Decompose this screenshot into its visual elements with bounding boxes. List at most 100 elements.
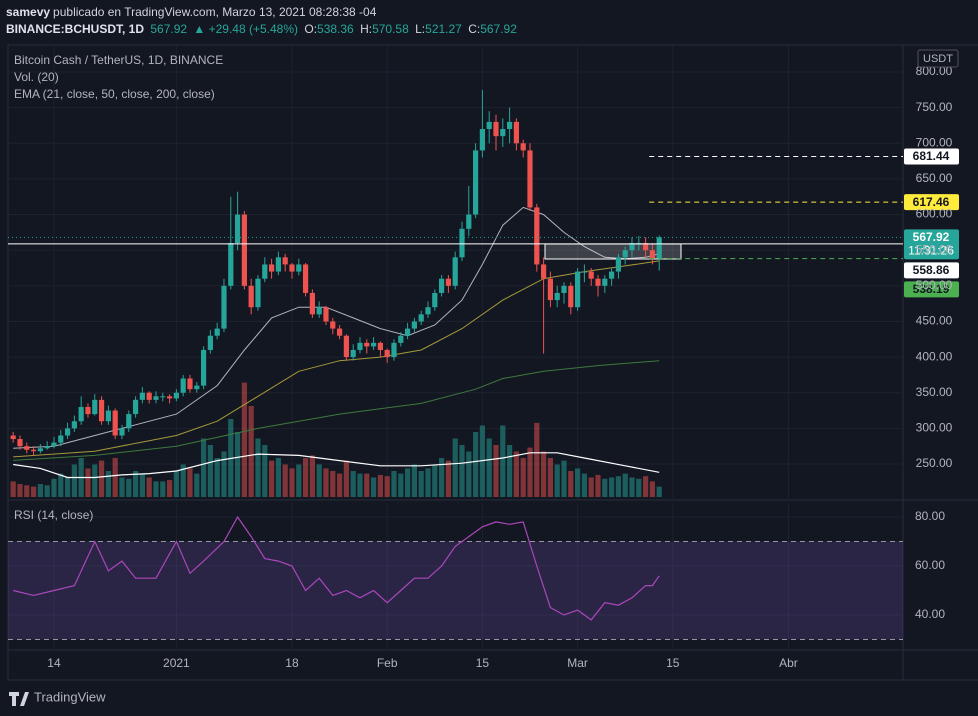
- volume-bar: [44, 485, 50, 497]
- candle-body: [561, 285, 567, 293]
- volume-bar: [330, 471, 336, 497]
- candle-body: [309, 292, 315, 315]
- candle-body: [602, 278, 608, 286]
- volume-label: Vol. (20): [14, 70, 59, 84]
- volume-bar: [595, 474, 601, 497]
- change: ▲ +29.48 (+5.48%): [193, 22, 299, 36]
- x-tick-label: 14: [47, 656, 61, 670]
- volume-bar: [602, 478, 608, 497]
- candle-body: [289, 264, 295, 272]
- volume-bar: [289, 468, 295, 497]
- volume-bar: [377, 474, 383, 497]
- candle-body: [568, 285, 574, 308]
- candle-body: [609, 271, 615, 279]
- candle-body: [64, 428, 71, 436]
- price-label: 538.19: [913, 282, 950, 296]
- candle-body: [160, 396, 166, 398]
- candle-body: [581, 271, 588, 273]
- volume-bar: [649, 481, 656, 497]
- volume-bar: [609, 477, 615, 497]
- candle-body: [527, 150, 533, 208]
- candle-body: [187, 378, 193, 390]
- volume-bar: [275, 458, 281, 497]
- volume-bar: [166, 480, 173, 497]
- volume-bar: [309, 455, 315, 497]
- currency: USDT: [923, 53, 953, 65]
- x-tick-label: Abr: [779, 656, 798, 670]
- volume-bar: [200, 438, 207, 497]
- candle-body: [493, 121, 499, 137]
- volume-bar: [404, 468, 411, 497]
- price-label: 558.86: [913, 263, 950, 277]
- candle-body: [336, 328, 343, 336]
- x-tick-label: Feb: [377, 656, 398, 670]
- volume-bar: [540, 451, 547, 497]
- volume-bar: [146, 477, 152, 497]
- close-label: C:: [468, 22, 481, 36]
- y-tick-label: 400.00: [916, 349, 953, 363]
- candle-body: [513, 121, 519, 144]
- candle-body: [37, 448, 43, 452]
- open-label: O:: [304, 22, 318, 36]
- candle-body: [153, 396, 159, 400]
- volume-bar: [58, 473, 64, 497]
- candle-body: [248, 285, 254, 308]
- volume-bar: [24, 485, 30, 497]
- candle-body: [51, 442, 57, 447]
- volume-bar: [472, 432, 479, 497]
- volume-bar: [302, 458, 309, 497]
- volume-bar: [398, 473, 404, 497]
- volume-bar: [561, 460, 567, 497]
- volume-bar: [17, 484, 23, 497]
- volume-bar: [656, 486, 662, 497]
- volume-bar: [139, 473, 145, 497]
- candle-body: [44, 446, 50, 449]
- volume-bar: [459, 445, 465, 497]
- y-tick-label: 550.00: [916, 242, 953, 256]
- high-value: 570.58: [372, 22, 409, 36]
- candle-body: [71, 421, 77, 429]
- volume-bar: [575, 468, 581, 497]
- volume-bar: [506, 445, 513, 497]
- volume-ma-line: [13, 452, 660, 479]
- candle-body: [112, 410, 118, 436]
- volume-bar: [615, 476, 622, 497]
- candle-body: [466, 214, 472, 229]
- volume-bar: [568, 471, 574, 497]
- volume-bar: [370, 477, 377, 497]
- ema-label: EMA (21, close, 50, close, 200, close): [14, 87, 215, 101]
- volume-bar: [221, 451, 227, 497]
- candle-body: [255, 278, 261, 308]
- published: publicado en TradingView.com, Marzo 13, …: [53, 5, 377, 19]
- header: samevy publicado en TradingView.com, Marz…: [6, 4, 520, 38]
- rsi-line: [13, 515, 660, 621]
- y-tick-label: 750.00: [916, 100, 953, 114]
- price-label: 567.92: [913, 230, 950, 244]
- candle-body: [404, 328, 411, 336]
- volume-bar: [411, 464, 417, 497]
- volume-bar: [37, 484, 43, 497]
- author: samevy: [6, 5, 51, 19]
- volume-bar: [194, 473, 200, 497]
- ema-line: [13, 260, 660, 458]
- candle-body: [126, 414, 132, 429]
- indicators: [13, 206, 660, 621]
- grid: [8, 45, 903, 650]
- candle-body: [486, 121, 492, 130]
- price-label-box: [904, 262, 959, 279]
- publish-line: samevy publicado en TradingView.com, Marz…: [6, 4, 520, 21]
- y-tick-label: 600.00: [916, 207, 953, 221]
- candle-body: [649, 250, 656, 259]
- ema-line: [13, 360, 660, 461]
- candle-body: [275, 257, 281, 272]
- x-tick-label: 15: [476, 656, 490, 670]
- volume-bar: [336, 473, 343, 497]
- candle-body: [98, 399, 105, 422]
- price-label-box: [904, 194, 959, 211]
- volume-bar: [160, 481, 166, 497]
- candle-body: [268, 264, 275, 272]
- candle-body: [575, 271, 581, 308]
- volume-bar: [92, 464, 98, 497]
- price-label-box: [904, 229, 959, 260]
- volume-bar: [588, 477, 594, 497]
